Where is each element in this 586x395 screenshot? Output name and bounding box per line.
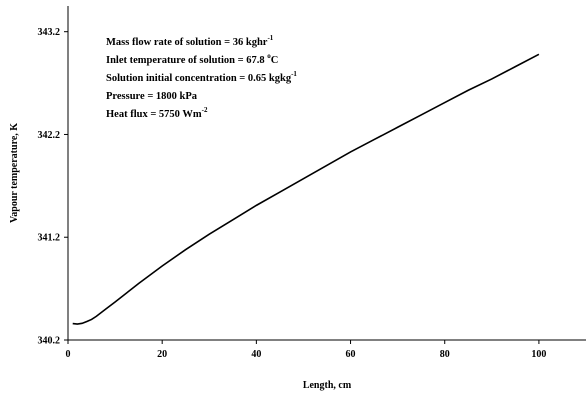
y-tick-label: 341.2 bbox=[38, 233, 61, 244]
annotations: Mass flow rate of solution = 36 kghr-1 In… bbox=[106, 34, 297, 120]
x-ticks: 0 20 40 60 80 100 bbox=[66, 340, 546, 360]
annotation-line: Heat flux = 5750 Wm-2 bbox=[106, 106, 208, 120]
axes bbox=[67, 6, 586, 341]
x-tick-label: 80 bbox=[440, 349, 450, 360]
y-tick-label: 340.2 bbox=[38, 336, 61, 347]
series-group bbox=[72, 53, 540, 325]
y-tick-label: 342.2 bbox=[38, 130, 61, 141]
y-axis-label: Vapour temperature, K bbox=[9, 123, 20, 223]
x-tick-label: 0 bbox=[66, 349, 71, 360]
y-ticks: 340.2 341.2 342.2 343.2 bbox=[38, 27, 68, 347]
y-tick-label: 343.2 bbox=[38, 27, 61, 38]
x-axis-label: Length, cm bbox=[303, 380, 352, 391]
x-tick-label: 60 bbox=[346, 349, 356, 360]
annotation-line: Inlet temperature of solution = 67.8 oC bbox=[106, 52, 278, 66]
x-tick-label: 40 bbox=[251, 349, 261, 360]
annotation-line: Pressure = 1800 kPa bbox=[106, 91, 198, 102]
annotation-line: Mass flow rate of solution = 36 kghr-1 bbox=[106, 34, 274, 48]
series-line-0 bbox=[72, 53, 540, 325]
x-tick-label: 20 bbox=[157, 349, 167, 360]
x-tick-label: 100 bbox=[531, 349, 546, 360]
annotation-line: Solution initial concentration = 0.65 kg… bbox=[106, 70, 297, 84]
